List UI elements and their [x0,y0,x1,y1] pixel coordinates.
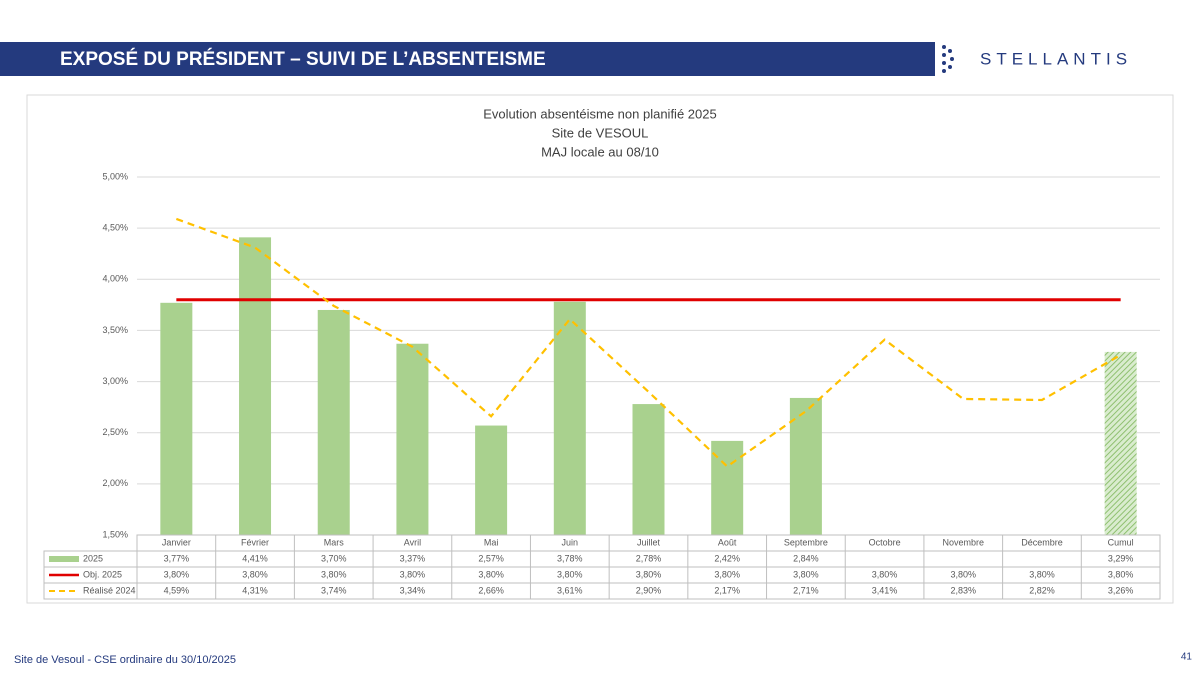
table-value: 2,57% [478,553,504,563]
legend-label: Obj. 2025 [83,569,122,579]
footer-text: Site de Vesoul - CSE ordinaire du 30/10/… [14,654,236,666]
y-tick-label: 4,50% [102,223,128,233]
table-value: 3,70% [321,553,347,563]
table-value: 2,42% [714,553,740,563]
table-value: 2,66% [478,585,504,595]
x-tick-label: Décembre [1021,537,1063,547]
table-value: 3,80% [714,569,740,579]
page-number: 41 [1181,652,1193,663]
table-value: 3,26% [1108,585,1134,595]
table-value: 2,90% [636,585,662,595]
table-value: 3,80% [636,569,662,579]
logo-icon [942,45,954,73]
x-tick-label: Septembre [784,537,828,547]
table-value: 3,29% [1108,553,1134,563]
table-value: 3,80% [321,569,347,579]
table-value: 3,77% [164,553,190,563]
bar [1104,351,1137,535]
bar [789,397,822,535]
x-tick-label: Avril [404,537,421,547]
bar [553,301,586,535]
x-tick-label: Cumul [1108,537,1134,547]
table-value: 3,78% [557,553,583,563]
bar [396,343,429,535]
chart-title: Evolution absentéisme non planifié 2025 [483,106,716,121]
table-value: 3,80% [872,569,898,579]
x-tick-label: Janvier [162,537,191,547]
table-value: 3,80% [400,569,426,579]
y-tick-label: 2,00% [102,478,128,488]
x-tick-label: Août [718,537,737,547]
x-tick-label: Mai [484,537,499,547]
table-value: 3,80% [242,569,268,579]
table-value: 4,31% [242,585,268,595]
header-band [0,42,935,76]
table-value: 3,34% [400,585,426,595]
legend-label: 2025 [83,553,103,563]
table-value: 2,83% [951,585,977,595]
table-value: 3,80% [164,569,190,579]
chart-title: Site de VESOUL [552,125,649,140]
x-tick-label: Février [241,537,269,547]
bar [475,425,508,535]
line [175,217,1122,468]
table-value: 4,41% [242,553,268,563]
chart-frame [26,94,1174,604]
y-tick-label: 4,00% [102,274,128,284]
x-tick-label: Mars [324,537,344,547]
legend-swatch [49,556,79,562]
table-value: 3,80% [1108,569,1134,579]
x-tick-label: Juillet [637,537,661,547]
table-row [43,582,1161,600]
table-value: 3,41% [872,585,898,595]
chart-title: MAJ locale au 08/10 [541,144,659,159]
bar [160,302,193,535]
table-value: 2,82% [1029,585,1055,595]
table-value: 2,78% [636,553,662,563]
y-tick-label: 3,50% [102,325,128,335]
table-value: 2,84% [793,553,819,563]
table-value: 3,61% [557,585,583,595]
table-value: 3,80% [478,569,504,579]
table-value: 3,74% [321,585,347,595]
table-value: 3,37% [400,553,426,563]
y-tick-label: 1,50% [102,529,128,539]
y-tick-label: 3,00% [102,376,128,386]
header-title: EXPOSÉ DU PRÉSIDENT – SUIVI DE L’ABSENTE… [60,48,546,70]
table-value: 3,80% [951,569,977,579]
bar [317,309,350,535]
logo-text: STELLANTIS [980,49,1132,68]
bar [239,237,272,535]
table-value: 2,17% [714,585,740,595]
legend-label: Réalisé 2024 [83,585,136,595]
x-tick-label: Octobre [869,537,901,547]
table-value: 3,80% [793,569,819,579]
y-tick-label: 5,00% [102,171,128,181]
bar [632,404,665,535]
table-value: 3,80% [557,569,583,579]
x-tick-label: Juin [562,537,579,547]
table-value: 3,80% [1029,569,1055,579]
table-value: 4,59% [164,585,190,595]
table-value: 2,71% [793,585,819,595]
x-tick-label: Novembre [943,537,985,547]
y-tick-label: 2,50% [102,427,128,437]
